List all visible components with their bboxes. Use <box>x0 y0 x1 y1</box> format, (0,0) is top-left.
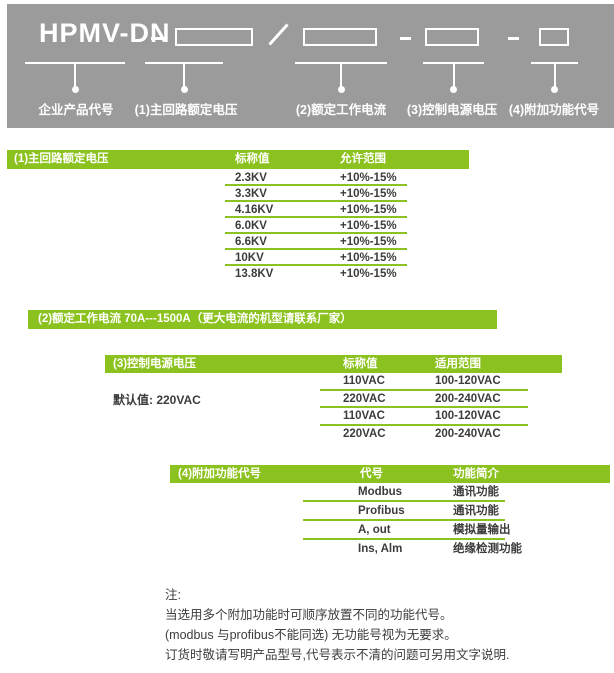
field-label-function-code: (4)附加功能代号 <box>508 103 600 117</box>
dash-separator-1 <box>151 37 162 40</box>
voltage-col-range: 允许范围 <box>340 153 386 165</box>
voltage-table-rows: 2.3KV +10%-15% 3.3KV +10%-15% 4.16KV +10%-1… <box>0 170 614 282</box>
product-code: HPMV-DN <box>39 18 171 48</box>
model-designation-banner: HPMV-DN 企业产品代号 (1)主回路额定电压 (2)额定工作电流 (3)控… <box>7 4 614 128</box>
table-row: 2.3KV +10%-15% <box>0 170 614 186</box>
field-label-control-voltage: (3)控制电源电压 <box>406 103 498 117</box>
function-col-code: 代号 <box>360 468 383 480</box>
note-line: 订货时敬请写明产品型号,代号表示不清的问题可另用文字说明. <box>165 648 510 662</box>
current-range-text: (2)额定工作电流 70A---1500A（更大电流的机型请联系厂家） <box>38 313 352 325</box>
voltage-code-box <box>175 28 253 46</box>
table-row: 10KV +10%-15% <box>0 250 614 266</box>
connector-function <box>531 62 578 94</box>
table-row: 110VAC 100-120VAC <box>0 408 614 426</box>
default-voltage-note: 默认值: 220VAC <box>113 393 201 407</box>
table-row: 6.6KV +10%-15% <box>0 234 614 250</box>
control-col-nominal: 标称值 <box>343 358 378 370</box>
table-row: 220VAC 200-240VAC <box>0 391 614 409</box>
connector-product-code <box>25 62 125 94</box>
table-row: 110VAC 100-120VAC <box>0 373 614 391</box>
field-label-main-voltage: (1)主回路额定电压 <box>134 103 238 117</box>
connector-control <box>423 62 484 94</box>
function-table-rows: Modbus 通讯功能 Profibus 通讯功能 A, out 模拟量输出 Ins,… <box>0 483 614 559</box>
function-code-box <box>539 28 569 46</box>
table-row: 220VAC 200-240VAC <box>343 427 501 440</box>
table-row: 3.3KV +10%-15% <box>0 186 614 202</box>
field-label-rated-current: (2)额定工作电流 <box>295 103 387 117</box>
voltage-col-nominal: 标称值 <box>235 153 270 165</box>
table-row: Ins, Alm 绝缘检测功能 <box>358 543 522 555</box>
table-row: Modbus 通讯功能 <box>0 483 614 502</box>
note-line: 当选用多个附加功能时可顺序放置不同的功能代号。 <box>165 608 453 622</box>
current-range-banner: (2)额定工作电流 70A---1500A（更大电流的机型请联系厂家） <box>28 310 497 329</box>
table-row: 4.16KV +10%-15% <box>0 202 614 218</box>
dash-separator-2 <box>400 37 411 40</box>
control-table-header: (3)控制电源电压 标称值 适用范围 <box>105 355 562 373</box>
function-table-header: (4)附加功能代号 代号 功能简介 <box>170 465 610 483</box>
connector-voltage <box>145 62 223 94</box>
slash-separator <box>268 23 289 46</box>
function-table-title: (4)附加功能代号 <box>178 468 262 480</box>
dash-separator-3 <box>508 37 519 40</box>
voltage-table-header: (1)主回路额定电压 标称值 允许范围 <box>7 150 469 169</box>
control-code-box <box>425 28 479 46</box>
voltage-table-title: (1)主回路额定电压 <box>14 153 109 165</box>
notes-heading: 注: <box>165 588 181 602</box>
control-table-title: (3)控制电源电压 <box>113 358 197 370</box>
table-row: 6.0KV +10%-15% <box>0 218 614 234</box>
control-col-range: 适用范围 <box>435 358 481 370</box>
function-col-desc: 功能简介 <box>453 468 499 480</box>
note-line: (modbus 与profibus不能同选) 无功能号视为无要求。 <box>165 628 457 642</box>
current-code-box <box>303 28 377 46</box>
field-label-company-code: 企业产品代号 <box>38 103 114 117</box>
connector-current <box>295 62 387 94</box>
ordering-notes: 注: 当选用多个附加功能时可顺序放置不同的功能代号。 (modbus 与prof… <box>165 585 509 665</box>
table-row: Profibus 通讯功能 <box>0 502 614 521</box>
table-row: A, out 模拟量输出 <box>0 521 614 540</box>
control-table-rows: 110VAC 100-120VAC 220VAC 200-240VAC 110VAC… <box>0 373 614 443</box>
table-row: 13.8KV +10%-15% <box>235 268 397 280</box>
